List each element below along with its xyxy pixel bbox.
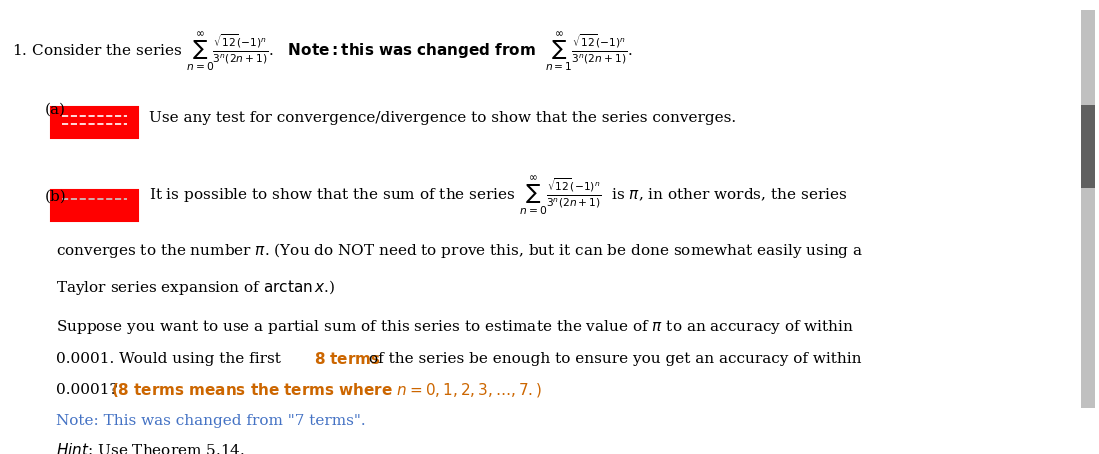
FancyBboxPatch shape: [51, 107, 138, 138]
Text: $\mathbf{(8\ terms\ means\ the\ terms\ where\ }n = 0, 1, 2, 3, \ldots, 7.)$: $\mathbf{(8\ terms\ means\ the\ terms\ w…: [111, 380, 542, 399]
Text: Note: This was changed from "7 terms".: Note: This was changed from "7 terms".: [56, 414, 366, 428]
Text: 0.0001?: 0.0001?: [56, 383, 123, 397]
Text: Use any test for convergence/divergence to show that the series converges.: Use any test for convergence/divergence …: [149, 111, 736, 125]
Text: $\mathbf{8\ terms}$: $\mathbf{8\ terms}$: [314, 350, 380, 366]
Text: Suppose you want to use a partial sum of this series to estimate the value of $\: Suppose you want to use a partial sum of…: [56, 318, 854, 336]
Text: 1. Consider the series $\sum_{n=0}^{\infty} \frac{\sqrt{12}(-1)^n}{3^n(2n+1)}$. : 1. Consider the series $\sum_{n=0}^{\inf…: [12, 30, 633, 74]
Text: Taylor series expansion of $\mathrm{arctan}\,x$.): Taylor series expansion of $\mathrm{arct…: [56, 278, 335, 297]
Text: 0.0001. Would using the first: 0.0001. Would using the first: [56, 351, 286, 365]
Text: converges to the number $\pi$. (You do NOT need to prove this, but it can be don: converges to the number $\pi$. (You do N…: [56, 241, 864, 260]
Text: of the series be enough to ensure you get an accuracy of within: of the series be enough to ensure you ge…: [368, 351, 862, 365]
Text: (b): (b): [45, 190, 67, 203]
FancyBboxPatch shape: [51, 190, 138, 222]
FancyBboxPatch shape: [1081, 10, 1096, 408]
Text: (a): (a): [45, 102, 66, 116]
Text: It is possible to show that the sum of the series $\sum_{n=0}^{\infty} \frac{\sq: It is possible to show that the sum of t…: [149, 175, 847, 218]
FancyBboxPatch shape: [1081, 105, 1096, 188]
Text: $\mathit{Hint}$: Use Theorem 5.14.: $\mathit{Hint}$: Use Theorem 5.14.: [56, 442, 245, 454]
